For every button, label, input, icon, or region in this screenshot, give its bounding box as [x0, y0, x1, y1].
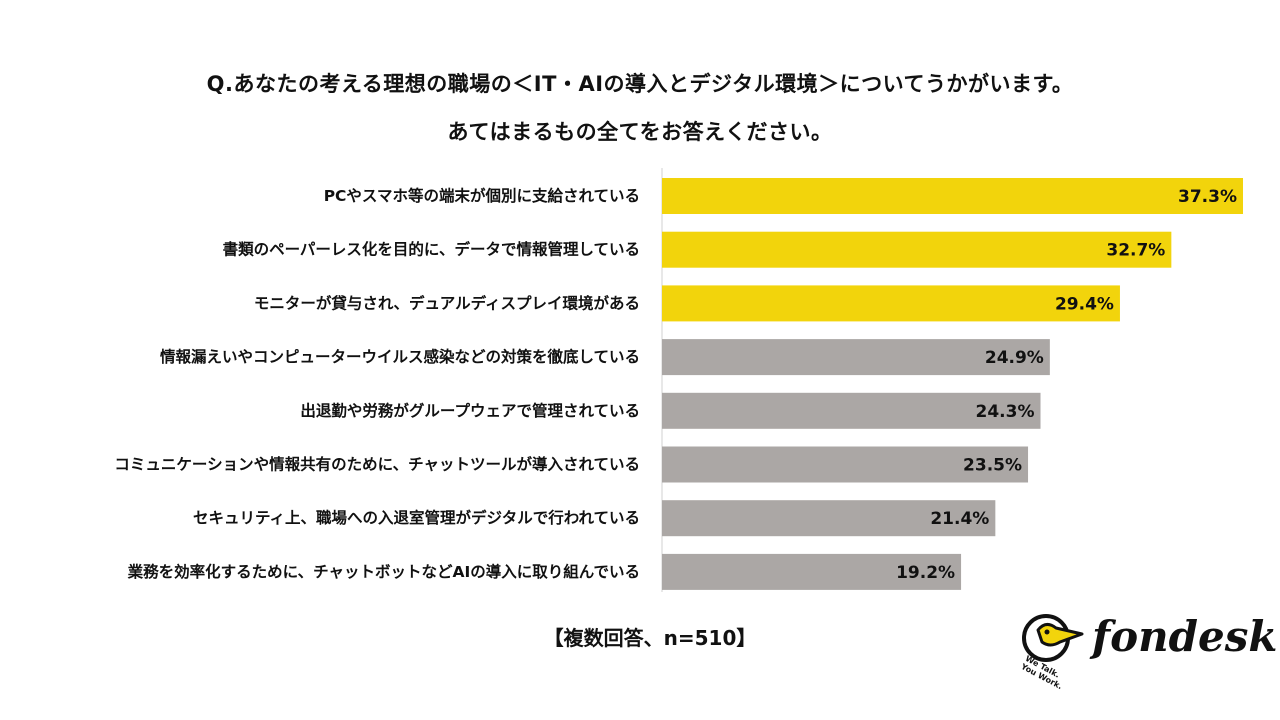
category-label: 情報漏えいやコンピューターウイルス感染などの対策を徹底している	[160, 347, 640, 366]
category-label: 書類のペーパーレス化を目的に、データで情報管理している	[223, 240, 640, 259]
value-label: 21.4%	[930, 509, 989, 529]
bar-2	[662, 231, 1172, 268]
chart-title-line1: Q.あなたの考える理想の職場の＜IT・AIの導入とデジタル環境＞についてうかがい…	[206, 72, 1074, 96]
category-label: コミュニケーションや情報共有のために、チャットツールが導入されている	[114, 455, 640, 474]
bar-4	[662, 339, 1050, 376]
bar-8	[662, 553, 962, 590]
sample-note: 【複数回答、n=510】	[543, 626, 757, 650]
value-label: 24.3%	[976, 402, 1035, 422]
value-label: 19.2%	[896, 563, 955, 583]
value-label: 23.5%	[963, 456, 1022, 476]
bar-1	[662, 178, 1243, 214]
value-label: 32.7%	[1106, 241, 1165, 261]
category-label: 出退勤や労務がグループウェアで管理されている	[300, 401, 640, 420]
value-label: 37.3%	[1178, 187, 1237, 207]
fondesk-logo: fondesk We Talk. You Work.	[1020, 598, 1278, 691]
category-label: セキュリティ上、職場への入退室管理がデジタルで行われている	[193, 508, 640, 527]
pelican-logo-icon	[1022, 614, 1084, 662]
bar-7	[662, 500, 996, 537]
bar-3	[662, 285, 1120, 322]
logo-wordmark: fondesk	[1092, 612, 1278, 661]
bar-6	[662, 446, 1029, 483]
value-label: 24.9%	[985, 348, 1044, 368]
value-label: 29.4%	[1055, 294, 1114, 314]
chart-title-line2: あてはまるもの全てをお答えください。	[447, 120, 833, 144]
bar-5	[662, 392, 1041, 429]
category-label: モニターが貸与され、デュアルディスプレイ環境がある	[254, 293, 640, 312]
category-label: PCやスマホ等の端末が個別に支給されている	[324, 186, 640, 205]
category-label: 業務を効率化するために、チャットボットなどAIの導入に取り組んでいる	[127, 562, 640, 581]
